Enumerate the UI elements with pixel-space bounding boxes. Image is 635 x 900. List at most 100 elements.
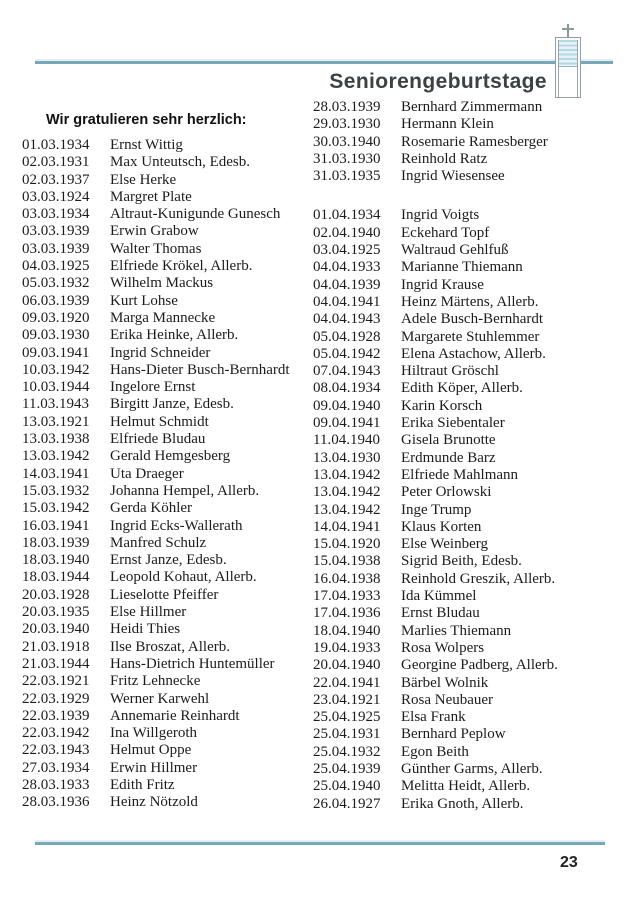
birthday-row: 20.04.1940 Georgine Padberg, Allerb. <box>313 657 618 674</box>
birthday-name: Ida Kümmel <box>401 588 477 605</box>
birthday-name: Ingrid Voigts <box>401 207 480 224</box>
birthday-row: 04.03.1925 Elfriede Krökel, Allerb. <box>22 258 310 275</box>
birthday-name: Ingrid Krause <box>401 276 484 293</box>
birthday-name: Fritz Lehnecke <box>110 673 201 690</box>
birthday-name: Leopold Kohaut, Allerb. <box>110 569 257 586</box>
birthday-name: Gisela Brunotte <box>401 432 496 449</box>
birthday-row: 14.03.1941 Uta Draeger <box>22 466 310 483</box>
birthday-row: 04.04.1943 Adele Busch-Bernhardt <box>313 311 618 328</box>
birthday-name: Reinhold Greszik, Allerb. <box>401 570 556 587</box>
birthday-date: 19.04.1933 <box>313 639 381 656</box>
cross-icon-bar <box>562 28 574 30</box>
birthday-name: Erwin Grabow <box>110 223 199 240</box>
birthday-row: 30.03.1940 Rosemarie Ramesberger <box>313 134 618 151</box>
birthday-row: 28.03.1933 Edith Fritz <box>22 777 310 794</box>
birthday-date: 02.03.1931 <box>22 154 90 171</box>
birthday-name: Heidi Thies <box>110 621 181 638</box>
birthday-name: Marlies Thiemann <box>401 622 512 639</box>
birthday-row: 20.03.1940 Heidi Thies <box>22 621 310 638</box>
birthday-date: 25.04.1940 <box>313 778 381 795</box>
birthday-name: Heinz Nötzold <box>110 794 198 811</box>
birthday-date: 15.03.1942 <box>22 500 90 517</box>
birthday-name: Ingrid Schneider <box>110 344 211 361</box>
birthday-row: 05.04.1928 Margarete Stuhlemmer <box>313 329 618 346</box>
birthday-date: 04.04.1941 <box>313 293 381 310</box>
birthday-row: 03.03.1934 Altraut-Kunigunde Gunesch <box>22 206 310 223</box>
birthday-date: 31.03.1930 <box>313 150 381 167</box>
birthday-name: Elfriede Bludau <box>110 431 206 448</box>
birthday-row: 13.03.1942 Gerald Hemgesberg <box>22 448 310 465</box>
birthday-row: 22.03.1942 Ina Willgeroth <box>22 725 310 742</box>
birthday-list-right: 28.03.1939 Bernhard Zimmermann 29.03.1930 H… <box>313 99 618 813</box>
birthday-name: Egon Beith <box>401 743 469 760</box>
birthday-row: 17.04.1933 Ida Kümmel <box>313 588 618 605</box>
birthday-name: Heinz Märtens, Allerb. <box>401 293 539 310</box>
birthday-name: Elfriede Krökel, Allerb. <box>110 258 253 275</box>
birthday-name: Karin Korsch <box>401 397 483 414</box>
birthday-row: 23.04.1921 Rosa Neubauer <box>313 692 618 709</box>
birthday-date: 03.03.1939 <box>22 240 90 257</box>
birthday-name: Else Herke <box>110 171 177 188</box>
birthday-name: Rosa Neubauer <box>401 691 494 708</box>
birthday-row: 13.04.1942 Elfriede Mahlmann <box>313 467 618 484</box>
birthday-name: Uta Draeger <box>110 465 184 482</box>
birthday-name: Erdmunde Barz <box>401 449 496 466</box>
birthday-date: 01.04.1934 <box>313 207 381 224</box>
birthday-row: 22.03.1929 Werner Karwehl <box>22 691 310 708</box>
birthday-date: 05.03.1932 <box>22 275 90 292</box>
birthday-date: 20.03.1935 <box>22 604 90 621</box>
birthday-row: 13.04.1930 Erdmunde Barz <box>313 450 618 467</box>
birthday-name: Ingelore Ernst <box>110 379 196 396</box>
birthday-row: 03.03.1939 Walter Thomas <box>22 241 310 258</box>
birthday-name: Hiltraut Gröschl <box>401 363 499 380</box>
birthday-date: 09.03.1941 <box>22 344 90 361</box>
birthday-row: 16.03.1941 Ingrid Ecks-Wallerath <box>22 518 310 535</box>
birthday-date: 04.03.1925 <box>22 258 90 275</box>
birthday-row: 03.03.1939 Erwin Grabow <box>22 223 310 240</box>
birthday-row: 29.03.1930 Hermann Klein <box>313 116 618 133</box>
birthday-date: 15.03.1932 <box>22 482 90 499</box>
birthday-date: 04.04.1933 <box>313 259 381 276</box>
birthday-name: Marga Mannecke <box>110 309 216 326</box>
birthday-date: 20.04.1940 <box>313 657 381 674</box>
birthday-row: 14.04.1941 Klaus Korten <box>313 519 618 536</box>
birthday-date: 22.04.1941 <box>313 674 381 691</box>
birthday-date: 09.04.1941 <box>313 415 381 432</box>
birthday-name: Bernhard Peplow <box>401 726 506 743</box>
birthday-name: Eckehard Topf <box>401 224 490 241</box>
birthday-date: 27.03.1934 <box>22 759 90 776</box>
birthday-name: Gerald Hemgesberg <box>110 448 231 465</box>
birthday-date: 11.04.1940 <box>313 432 380 449</box>
birthday-date: 25.04.1925 <box>313 709 381 726</box>
birthday-date: 25.04.1939 <box>313 760 381 777</box>
birthday-name: Ilse Broszat, Allerb. <box>110 638 230 655</box>
birthday-date: 05.04.1928 <box>313 328 381 345</box>
birthday-date: 03.03.1924 <box>22 188 90 205</box>
birthday-name: Rosa Wolpers <box>401 639 485 656</box>
birthday-row: 13.03.1938 Elfriede Bludau <box>22 431 310 448</box>
birthday-row: 10.03.1942 Hans-Dieter Busch-Bernhardt <box>22 362 310 379</box>
birthday-name: Annemarie Reinhardt <box>110 707 240 724</box>
birthday-row: 22.03.1921 Fritz Lehnecke <box>22 673 310 690</box>
birthday-date: 22.03.1942 <box>22 725 90 742</box>
birthday-name: Melitta Heidt, Allerb. <box>401 778 531 795</box>
birthday-row: 13.04.1942 Peter Orlowski <box>313 484 618 501</box>
church-tower-icon <box>554 24 584 98</box>
birthday-row: 11.03.1943 Birgitt Janze, Edesb. <box>22 396 310 413</box>
birthday-date: 28.03.1933 <box>22 776 90 793</box>
birthday-row: 05.04.1942 Elena Astachow, Allerb. <box>313 346 618 363</box>
birthday-name: Hans-Dietrich Huntemüller <box>110 655 275 672</box>
birthday-name: Max Unteutsch, Edesb. <box>110 154 250 171</box>
birthday-name: Lieselotte Pfeiffer <box>110 586 219 603</box>
birthday-date: 14.04.1941 <box>313 518 381 535</box>
birthday-date: 22.03.1943 <box>22 742 90 759</box>
birthday-row: 04.04.1933 Marianne Thiemann <box>313 259 618 276</box>
birthday-date: 13.04.1930 <box>313 449 381 466</box>
birthday-date: 26.04.1927 <box>313 795 381 812</box>
birthday-date: 20.03.1940 <box>22 621 90 638</box>
birthday-date: 16.03.1941 <box>22 517 90 534</box>
birthday-name: Else Hillmer <box>110 604 187 621</box>
birthday-row: 03.04.1925 Waltraud Gehlfuß <box>313 242 618 259</box>
birthday-name: Bernhard Zimmermann <box>401 99 543 115</box>
